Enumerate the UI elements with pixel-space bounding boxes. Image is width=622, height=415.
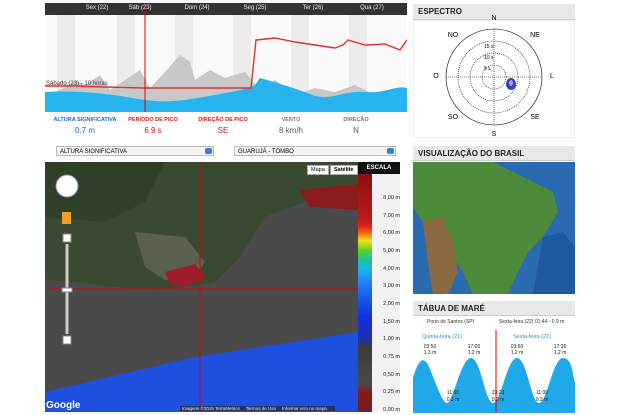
day-label: Qua (27) [360,5,384,11]
tide-low-height: 0.3 m [446,397,460,403]
continent [413,162,558,294]
map-credits: Imagens ©2015 TerraMetrics Termos de Uso I… [180,406,335,411]
polar-grid [445,28,543,126]
scale-label: 0,00 m [383,407,400,413]
stat-label: ALTURA SIGNIFICATIVA [53,117,117,123]
day-label: Seg (25) [243,5,267,11]
andes [423,217,458,294]
scale-label: 0,75 m [383,354,400,360]
credit[interactable]: Termos de Uso [245,406,277,411]
day-label: Dom (24) [184,5,210,11]
direction-label: SO [447,114,459,121]
direction-label: O [433,73,439,80]
tide-high-height: 1.3 m [423,350,437,356]
day-label: Sex (22) [85,5,109,11]
day-label: Ter (26) [302,5,324,11]
zoom-handle[interactable] [61,287,73,293]
zoom-in[interactable] [62,233,72,243]
tide-high-height: 1.2 m [510,350,524,356]
tide-high-height: 1.2 m [467,350,481,356]
pan-control[interactable] [55,174,79,198]
direction-label: N [491,15,497,22]
stat-label: DIREÇÃO DE PICO [198,117,248,123]
scale-label: 4,00 m [383,265,400,272]
tide-low-height: 0.3 m [535,397,549,403]
tide-wave [413,358,575,413]
tide-high-time: 17:36 [553,344,567,350]
tide-current: Sexta-feira (22) 01:44 - 0.9 m [499,319,565,325]
panel-title: TÁBUA DE MARÉ [413,301,575,316]
tide-low-time: 11:00 [446,390,460,396]
tide-high-height: 1.2 m [553,350,567,356]
map [45,162,358,412]
ring-label: 15 s [484,44,494,50]
scale-label: 0,25 m [383,389,400,396]
direction-label: S [491,131,497,138]
stat-label: PERÍODO DE PICO [128,117,178,123]
scale-label: 0,50 m [383,371,400,378]
location-select[interactable]: GUARUJÁ - TOMBO [234,146,396,156]
scale-label: 5,00 m [383,248,400,254]
wave-area [45,78,407,112]
stat-value: 0.7 m [74,126,95,135]
wave-high [300,184,358,210]
forecast-chart [45,0,407,112]
scale-label: 8,00 m [383,195,400,201]
direction-label: NO [447,31,459,39]
tide-low-time: 11:00 [535,390,549,396]
stat-label: VENTO [281,117,301,123]
map-button[interactable]: Mapa [307,165,329,175]
scale-title: ESCALA [358,162,400,174]
tide-day: Quinta-feira (21) [422,334,463,340]
tide-high-time: 17:00 [467,344,481,350]
scale-label: 1,00 m [383,336,400,343]
tide-high-time: 03:50 [510,344,524,350]
brazil-map [413,162,575,294]
zoom-out[interactable] [62,335,72,345]
pegman[interactable] [62,212,71,224]
wave-low [45,332,358,412]
spectrum-plot [413,20,575,138]
scale-bar [358,174,372,412]
tide-high-time: 03:50 [423,344,437,350]
ring-label: 5 s [484,66,491,72]
stat-value: 6.9 s [144,126,162,135]
scale-label: 7,00 m [383,212,400,219]
stat-value: 8 km/h [278,126,303,135]
stat-label: DIREÇÃO [343,117,369,123]
stat-value: SE [217,126,229,135]
panel-title: VISUALIZAÇÃO DO BRASIL [413,146,575,161]
forest [45,162,165,222]
energy-core [509,80,513,86]
direction-label: L [550,73,554,80]
credit: Imagens ©2015 TerraMetrics [182,406,240,411]
ring-label: 10 s [484,55,494,61]
direction-label: NE [530,31,540,39]
wave-high [165,264,205,287]
tide-port: Porto de Santos (SP) [427,319,475,325]
tide-chart [413,318,575,413]
variable-select[interactable]: ALTURA SIGNIFICATIVA [56,146,214,156]
tide-day: Sexta-feira (22) [513,334,551,340]
time-annotation: Sábado (23) - 10 horas [46,81,108,87]
credit[interactable]: Informar erro no mapa [282,406,327,411]
day-header [45,3,407,15]
stat-value: N [353,126,359,135]
tide-low-time: 23:23 [491,390,505,396]
tide-low-height: 0.2 m [491,397,505,403]
scale-label: 6,00 m [383,230,400,237]
ocean-swell [533,232,575,294]
day-label: Sáb (23) [128,5,152,11]
scale-label: 3,00 m [383,283,400,290]
scale-label: 2,00 m [383,301,400,307]
scale-label: 1,50 m [383,318,400,325]
satellite-button[interactable]: Satélite [330,165,358,175]
map-logo: Google [46,400,81,411]
direction-label: SE [530,114,540,121]
